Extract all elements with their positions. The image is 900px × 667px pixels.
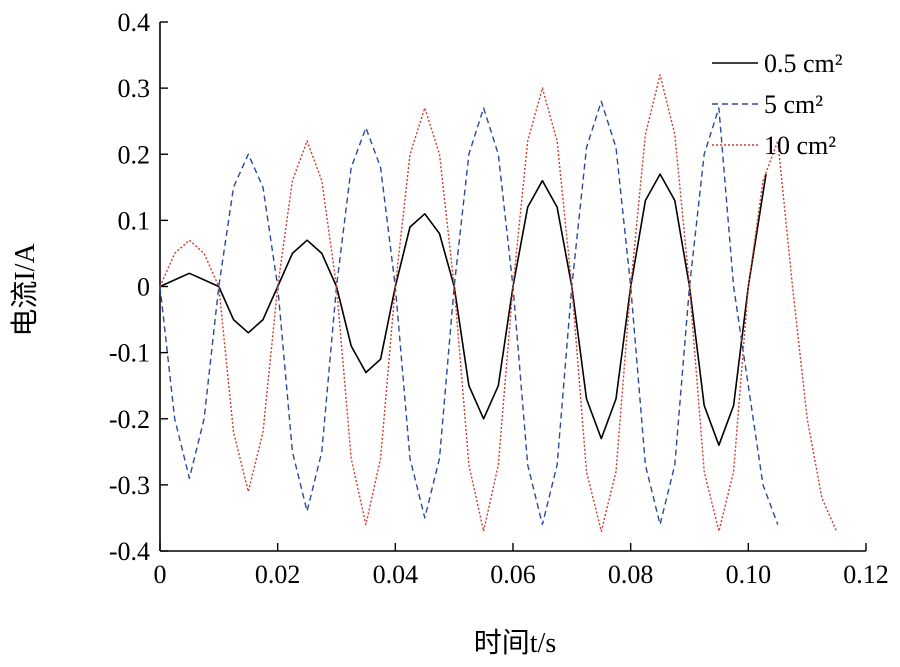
legend-label-3: 10 cm² bbox=[764, 131, 836, 160]
y-tick-label: -0.4 bbox=[109, 537, 150, 566]
x-axis-title: 时间t/s bbox=[474, 627, 556, 659]
x-tick-label: 0.06 bbox=[490, 560, 536, 589]
y-tick-label: 0 bbox=[137, 273, 150, 302]
x-tick-label: 0.02 bbox=[255, 560, 301, 589]
y-axis-title: 电流I/A bbox=[9, 243, 41, 337]
legend: 0.5 cm² 5 cm² 10 cm² bbox=[712, 49, 843, 160]
y-tick-label: 0.2 bbox=[118, 140, 151, 169]
x-tick-label: 0.12 bbox=[843, 560, 889, 589]
legend-label-2: 5 cm² bbox=[764, 90, 823, 119]
y-tick-label: -0.2 bbox=[109, 405, 150, 434]
series-line-1 bbox=[159, 173, 767, 446]
y-tick-label: 0.4 bbox=[118, 8, 151, 37]
y-tick-label: -0.1 bbox=[109, 339, 150, 368]
x-tick-label: 0.10 bbox=[726, 560, 772, 589]
x-tick-label: 0.08 bbox=[608, 560, 654, 589]
y-tick-label: -0.3 bbox=[109, 471, 150, 500]
series-layer bbox=[159, 74, 838, 532]
y-axis-ticks: 0.4 0.3 0.2 0.1 0 -0.1 -0.2 -0.3 -0.4 bbox=[109, 8, 168, 566]
y-tick-label: 0.3 bbox=[118, 74, 151, 103]
x-tick-label: 0 bbox=[154, 560, 167, 589]
series-line-2 bbox=[159, 100, 779, 526]
legend-label-1: 0.5 cm² bbox=[764, 49, 843, 78]
y-tick-label: 0.1 bbox=[118, 206, 151, 235]
x-tick-label: 0.04 bbox=[373, 560, 419, 589]
series-line-3 bbox=[159, 74, 838, 532]
x-axis-ticks: 0 0.02 0.04 0.06 0.08 0.10 0.12 bbox=[154, 543, 889, 589]
